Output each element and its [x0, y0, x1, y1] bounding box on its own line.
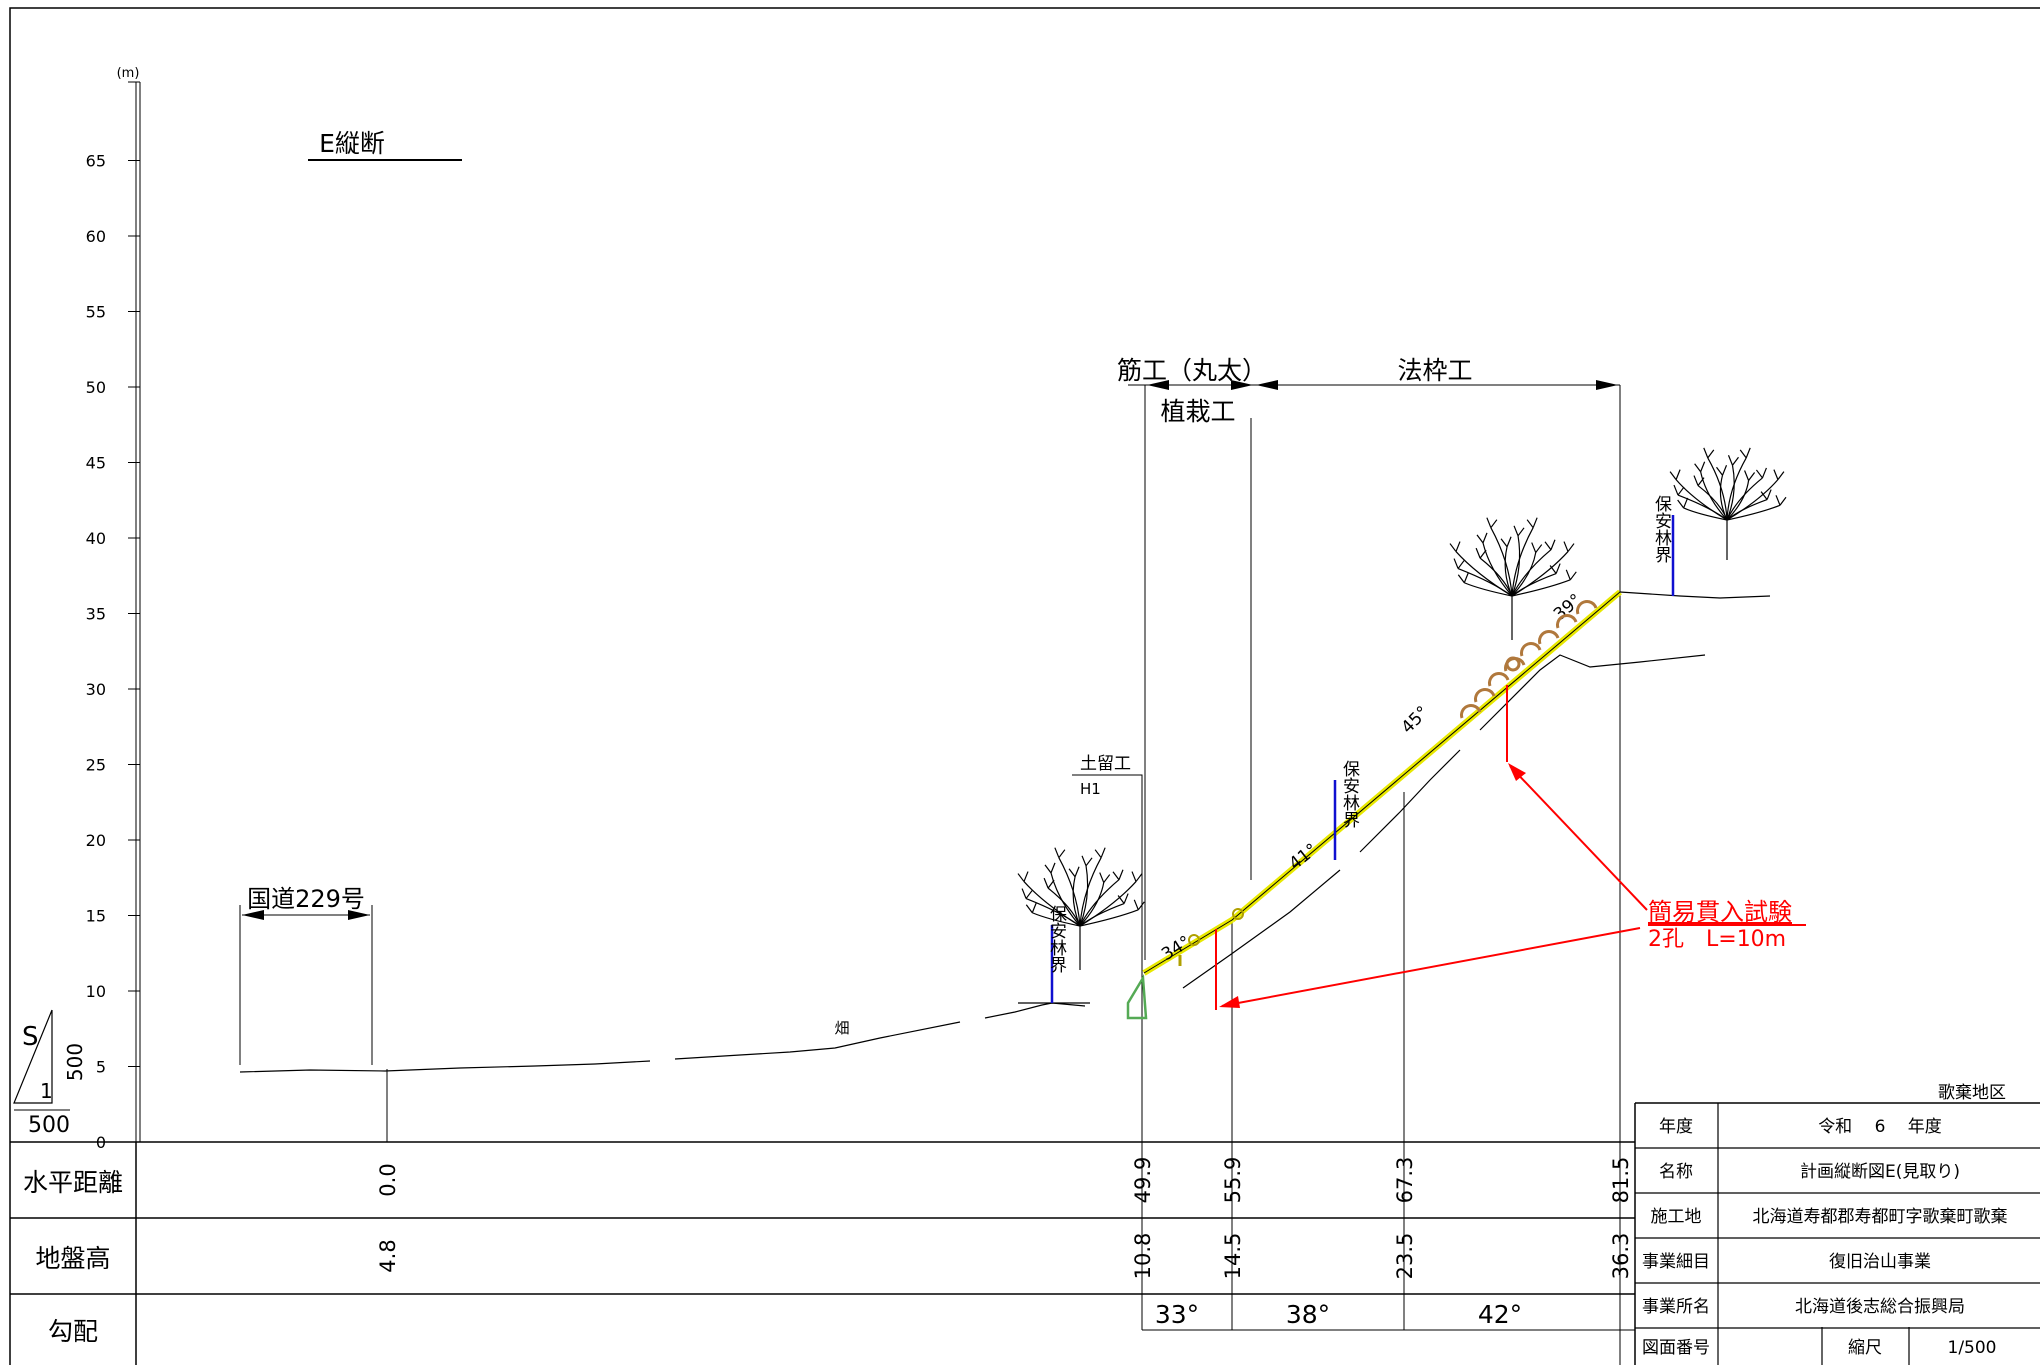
title-block-label: 施工地 — [1651, 1207, 1702, 1227]
suji-arrow-left — [1147, 380, 1169, 390]
title-block-value: 計画縦断図E(見取り) — [1800, 1162, 1960, 1182]
forest-boundary-mid-label: 保安林界 — [1339, 760, 1360, 828]
title-block-value: 令和 6 年度 — [1818, 1117, 1942, 1137]
y-tick-label: 45 — [86, 454, 106, 473]
log-marker-2 — [1232, 908, 1244, 920]
tree-icon — [1017, 847, 1145, 970]
shokusai-label: 植栽工 — [1160, 397, 1235, 426]
test-arrow-2 — [1509, 765, 1648, 911]
retaining-height: H1 — [1080, 780, 1101, 798]
distance-value: 67.3 — [1393, 1157, 1417, 1204]
scale-value: 1/500 — [1948, 1338, 1997, 1358]
tree-icon — [1449, 517, 1577, 640]
test-arrow-1 — [1221, 927, 1641, 1007]
suji-arrow-right — [1231, 380, 1253, 390]
y-tick-label: 5 — [96, 1058, 106, 1077]
ground-line-left — [239, 1060, 651, 1073]
sheet-border — [9, 7, 2040, 1365]
title-block-label: 事業所名 — [1642, 1297, 1710, 1317]
field-label: 畑 — [834, 1019, 849, 1037]
scale-triangle — [13, 1009, 53, 1104]
scale-500: 500 — [28, 1113, 70, 1138]
y-tick-label: 35 — [86, 605, 106, 624]
test-arrowhead-2 — [1508, 763, 1526, 781]
title-block-label: 年度 — [1659, 1117, 1693, 1137]
road-arrow-right — [348, 910, 370, 920]
slope-angle-label: 39° — [1550, 590, 1586, 625]
gradient-value: 33° — [1155, 1300, 1199, 1329]
log-marker-1 — [1188, 934, 1200, 946]
nori-label: 法枠工 — [1397, 356, 1472, 385]
scale-one: 1 — [40, 1079, 53, 1103]
y-tick-label: 40 — [86, 529, 106, 548]
mound-group — [1460, 600, 1598, 719]
table-values: 0.0 49.9 55.9 67.3 81.5 4.8 10.8 14.5 23.5 36.3 33… — [376, 1157, 1633, 1329]
y-tick-label: 30 — [86, 680, 106, 699]
slope-line-lower — [1143, 919, 1233, 974]
cut-line-right — [1479, 654, 1706, 731]
y-tick-label: 10 — [86, 982, 106, 1001]
nori-arrow-right — [1596, 380, 1618, 390]
y-tick-label: 20 — [86, 831, 106, 850]
y-tick-label: 55 — [86, 303, 106, 322]
forest-boundary-right-label: 保安林界 — [1651, 495, 1672, 563]
cut-line-left — [1182, 869, 1341, 989]
drawing-no-label: 図面番号 — [1642, 1338, 1710, 1358]
distance-value: 49.9 — [1131, 1157, 1155, 1204]
scale-500-vertical: 500 — [63, 1043, 87, 1081]
unit-label: (m) — [117, 66, 140, 81]
nori-arrow-left — [1256, 380, 1278, 390]
title-block-value: 北海道寿都郡寿都町字歌棄町歌棄 — [1753, 1207, 2008, 1227]
y-tick-label: 60 — [86, 227, 106, 246]
title-block-value: 復旧治山事業 — [1829, 1252, 1931, 1272]
y-tick-label: 50 — [86, 378, 106, 397]
district-label: 歌棄地区 — [1938, 1083, 2006, 1103]
distance-value: 0.0 — [376, 1163, 400, 1196]
ground-line-right — [984, 1002, 1086, 1019]
test-title: 簡易貫入試験 — [1648, 898, 1792, 926]
tree-icon — [1669, 447, 1787, 560]
title-block-label: 事業細目 — [1642, 1252, 1710, 1272]
distance-value: 55.9 — [1221, 1157, 1245, 1204]
road-arrow-left — [242, 910, 264, 920]
elevation-value: 4.8 — [376, 1239, 400, 1272]
drawing-title: E縦断 — [319, 129, 385, 158]
ground-line-mid — [674, 1021, 961, 1060]
elevation-value: 14.5 — [1221, 1233, 1245, 1280]
retaining-label: 土留工 — [1080, 754, 1131, 774]
distance-value: 81.5 — [1609, 1157, 1633, 1204]
y-tick-label: 25 — [86, 756, 106, 775]
elevation-value: 23.5 — [1393, 1233, 1417, 1280]
scale-label: 縮尺 — [1848, 1338, 1882, 1358]
title-block-value: 北海道後志総合振興局 — [1795, 1297, 1965, 1317]
top-ground — [1619, 591, 1771, 599]
row-header-elevation: 地盤高 — [35, 1244, 110, 1273]
cut-line-mid — [1359, 749, 1461, 853]
row-header-gradient: 勾配 — [48, 1317, 98, 1346]
row-header-distance: 水平距離 — [23, 1168, 123, 1197]
elevation-value: 36.3 — [1609, 1233, 1633, 1280]
scale-s: S — [22, 1022, 39, 1052]
retaining-wall — [1126, 973, 1148, 1020]
y-tick-label: 15 — [86, 907, 106, 926]
suji-label: 筋工（丸太） — [1117, 356, 1267, 385]
gradient-value: 38° — [1286, 1300, 1330, 1329]
slope-angle-label: 45° — [1398, 702, 1433, 737]
retaining-leader — [1072, 774, 1143, 975]
road-label: 国道229号 — [247, 885, 365, 913]
y-tick-label: 65 — [86, 152, 106, 171]
slope-line-upper — [1231, 591, 1621, 921]
trees — [1017, 447, 1787, 970]
gradient-value: 42° — [1478, 1300, 1522, 1329]
test-detail: 2孔 L=10m — [1648, 927, 1786, 952]
test-arrowhead-1 — [1219, 996, 1240, 1008]
title-block-label: 名称 — [1659, 1162, 1693, 1182]
elevation-value: 10.8 — [1131, 1233, 1155, 1280]
